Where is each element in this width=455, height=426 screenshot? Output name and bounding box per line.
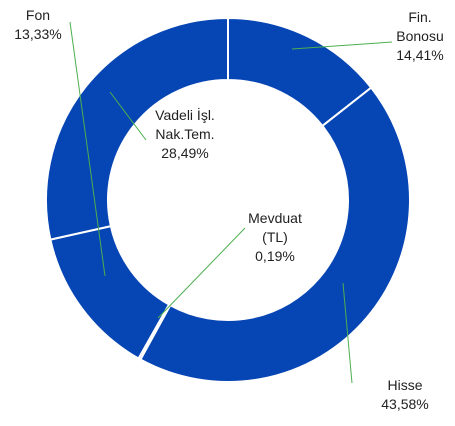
leader-line <box>109 91 147 141</box>
data-label: Vadeli İşl. Nak.Tem. 28,49% <box>155 106 215 163</box>
data-label: Mevduat (TL) 0,19% <box>248 209 302 266</box>
data-label: Fin. Bonosu 14,41% <box>396 8 443 65</box>
leader-line <box>291 41 393 50</box>
leader-line <box>157 227 246 319</box>
category-label: Fin. Bonosu <box>396 9 444 44</box>
data-label: Fon 13,33% <box>14 6 61 44</box>
wedges <box>45 16 411 383</box>
category-label: Vadeli İşl. Nak.Tem. <box>155 107 215 142</box>
category-label: Hisse <box>387 377 423 393</box>
value-label: 14,41% <box>396 47 444 63</box>
value-label: 13,33% <box>14 26 62 42</box>
wedge <box>45 16 229 241</box>
data-label: Hisse 43,58% <box>381 376 428 414</box>
value-label: 28,49% <box>161 145 209 161</box>
category-label: Fon <box>25 7 51 23</box>
leader-line <box>69 21 106 277</box>
leader-lines <box>69 21 393 384</box>
value-label: 43,58% <box>381 396 429 412</box>
value-label: 0,19% <box>255 248 295 264</box>
wedge <box>139 86 411 383</box>
leader-line <box>342 282 353 384</box>
category-label: Mevduat (TL) <box>248 210 302 245</box>
